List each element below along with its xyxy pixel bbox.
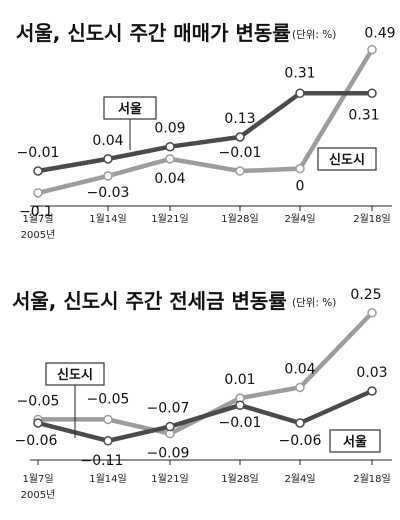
data-point-seoul [103, 436, 113, 446]
data-label-seoul: 0.13 [224, 111, 255, 127]
data-label-newtown: 0.04 [154, 171, 185, 187]
data-point-newtown [33, 188, 43, 198]
data-label-seoul: −0.01 [219, 415, 262, 431]
data-label-newtown: 0.25 [350, 287, 381, 303]
data-point-newtown [165, 154, 175, 164]
legend-box-seoul [329, 429, 381, 453]
data-label-seoul: 0.31 [284, 65, 315, 81]
x-tick-label: 1월14일 [89, 473, 127, 485]
unit-label: (단위: %) [292, 28, 336, 41]
data-point-seoul [103, 154, 113, 164]
legend-label-newtown: 신도시 [329, 153, 365, 168]
chart-panel-jeonse: 서울, 신도시 주간 전세금 변동률 (단위: %) 1월7일 1월14일 1월21일 1… [0, 260, 400, 520]
data-label-newtown: −0.09 [147, 446, 190, 462]
x-tick-label: 2월18일 [353, 473, 391, 485]
data-point-newtown [367, 44, 377, 55]
x-tick-label: 1월28일 [221, 473, 259, 485]
data-point-seoul [367, 386, 377, 396]
data-point-seoul [295, 418, 305, 428]
data-label-seoul: −0.01 [17, 145, 60, 161]
data-point-seoul [235, 400, 245, 410]
legend-label-seoul: 서울 [118, 101, 142, 117]
legend-label-seoul: 서울 [343, 434, 367, 450]
data-point-newtown [235, 166, 245, 176]
x-tick-label: 2월4일 [284, 213, 315, 225]
data-label-newtown: 0.01 [224, 372, 255, 388]
data-label-newtown: −0.01 [219, 145, 262, 161]
series-line-seoul [35, 388, 375, 444]
series-line-seoul [35, 91, 375, 174]
data-point-seoul [367, 88, 377, 99]
data-point-newtown [295, 163, 305, 174]
legend-box-newtown [45, 362, 105, 386]
data-point-seoul [33, 166, 43, 176]
data-point-seoul [165, 421, 175, 432]
unit-label: (단위: %) [292, 296, 336, 309]
data-label-seoul: −0.06 [15, 433, 58, 449]
data-point-newtown [367, 308, 377, 318]
data-label-newtown: 0.04 [284, 361, 315, 377]
data-label-seoul: 0.31 [348, 107, 379, 123]
data-label-newtown: 0.49 [364, 26, 395, 42]
legend-box-seoul [103, 96, 157, 120]
data-label-newtown: 0 [296, 179, 305, 195]
legend-label-newtown: 신도시 [57, 368, 93, 383]
chart-title: 서울, 신도시 주간 매매가 변동률 [16, 21, 291, 45]
x-tick-label: 1월14일 [89, 213, 127, 225]
x-tick-label: 2월4일 [284, 473, 315, 485]
x-tick-label: 1월28일 [221, 213, 259, 225]
x-tick-label: 1월7일 [22, 213, 53, 225]
data-point-newtown [295, 382, 305, 393]
chart-sale-price: 서울, 신도시 주간 매매가 변동률 (단위: %) 1월7일 1월14일 1월21일 1… [16, 21, 396, 241]
chart-jeonse-price: 서울, 신도시 주간 전세금 변동률 (단위: %) 1월7일 1월14일 1월21일 1… [12, 287, 392, 501]
data-label-seoul: −0.06 [279, 433, 322, 449]
data-label-newtown: −0.05 [17, 393, 60, 409]
data-label-seoul: 0.03 [356, 365, 387, 381]
data-point-newtown [103, 414, 113, 425]
series-line-newtown [35, 47, 375, 196]
x-tick-label: 2월18일 [353, 213, 391, 225]
year-note: 2005년 [21, 489, 56, 501]
chart-panel-sale: 서울, 신도시 주간 매매가 변동률 (단위: %) 1월7일 1월14일 1월21일 1… [16, 21, 396, 241]
data-label-newtown: −0.1 [19, 204, 53, 220]
data-label-newtown: −0.05 [87, 391, 130, 407]
x-tick-label: 1월7일 [22, 473, 53, 485]
data-label-seoul: −0.11 [81, 453, 124, 469]
data-label-seoul: 0.04 [92, 133, 123, 149]
year-note: 2005년 [21, 229, 56, 241]
data-point-newtown [103, 171, 113, 181]
data-label-seoul: 0.09 [154, 121, 185, 137]
x-tick-label: 1월21일 [151, 213, 189, 225]
data-point-seoul [295, 88, 305, 99]
x-tick-label: 1월21일 [151, 473, 189, 485]
data-point-seoul [33, 418, 43, 428]
data-label-seoul: −0.07 [147, 401, 190, 417]
data-label-newtown: −0.03 [87, 185, 130, 201]
data-point-seoul [165, 141, 175, 152]
legend-box-newtown [317, 147, 377, 171]
data-point-seoul [235, 132, 245, 142]
chart-title: 서울, 신도시 주간 전세금 변동률 [12, 289, 287, 313]
